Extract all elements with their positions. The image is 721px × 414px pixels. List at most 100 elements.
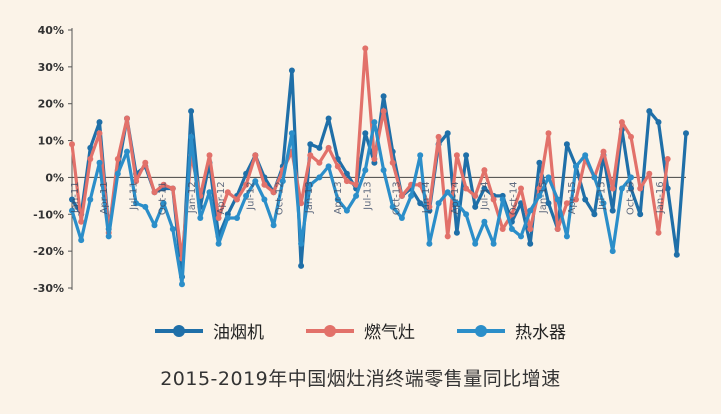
x-tick-label: Oct-15 bbox=[626, 181, 637, 215]
data-point bbox=[69, 141, 75, 148]
data-point bbox=[206, 152, 213, 159]
data-point bbox=[444, 189, 451, 196]
legend-item-gas-stove: 燃气灶 bbox=[306, 318, 415, 343]
series-water-heater bbox=[69, 119, 634, 288]
data-point bbox=[472, 192, 479, 199]
data-point bbox=[96, 119, 103, 126]
data-point bbox=[380, 93, 387, 100]
data-point bbox=[96, 159, 103, 166]
data-point bbox=[444, 233, 451, 240]
x-tick-label: Oct-13 bbox=[392, 181, 403, 215]
data-point bbox=[463, 185, 470, 192]
data-point bbox=[215, 240, 222, 247]
legend-item-water-heater: 热水器 bbox=[457, 318, 566, 343]
chart-title: 2015-2019年中国烟灶消终端零售量同比增速 bbox=[160, 368, 561, 390]
y-tick-label: 10% bbox=[38, 135, 64, 148]
data-point bbox=[234, 215, 240, 221]
data-point bbox=[169, 185, 176, 192]
data-point bbox=[288, 130, 295, 137]
data-point bbox=[389, 203, 396, 210]
data-point bbox=[508, 226, 515, 232]
data-point bbox=[563, 141, 570, 148]
x-tick-label: Oct-12 bbox=[275, 181, 286, 215]
x-tick-label: Jul-13 bbox=[362, 181, 373, 210]
data-point bbox=[472, 203, 479, 210]
data-point bbox=[133, 178, 140, 185]
data-point bbox=[609, 185, 616, 192]
data-point bbox=[142, 159, 149, 166]
data-point bbox=[609, 248, 616, 255]
data-point bbox=[307, 152, 314, 159]
y-tick-label: -20% bbox=[33, 245, 64, 258]
data-point bbox=[628, 185, 634, 192]
data-point bbox=[664, 185, 671, 192]
data-point bbox=[554, 226, 561, 232]
data-point bbox=[307, 141, 314, 148]
chart-legend: 油烟机 燃气灶 热水器 bbox=[0, 318, 721, 343]
x-tick-label: Jan-12 bbox=[187, 181, 198, 214]
data-point bbox=[87, 196, 94, 203]
legend-swatch-gas-stove bbox=[306, 324, 354, 338]
data-point bbox=[234, 196, 240, 203]
data-point bbox=[600, 148, 607, 155]
y-tick-label: -10% bbox=[33, 208, 64, 221]
data-point bbox=[637, 211, 644, 218]
data-point bbox=[618, 185, 625, 192]
data-point bbox=[371, 119, 378, 126]
data-point bbox=[398, 192, 405, 199]
data-point bbox=[655, 119, 662, 126]
data-point bbox=[179, 281, 185, 288]
data-point bbox=[78, 218, 85, 225]
data-point bbox=[637, 185, 644, 192]
data-point bbox=[353, 181, 360, 188]
data-point bbox=[582, 196, 589, 203]
data-point bbox=[453, 200, 460, 207]
data-point bbox=[114, 156, 121, 162]
y-tick-label: 0% bbox=[45, 171, 64, 184]
data-point bbox=[298, 240, 305, 247]
data-point bbox=[160, 181, 167, 188]
data-point bbox=[169, 226, 176, 232]
data-point bbox=[87, 156, 94, 162]
data-point bbox=[362, 45, 369, 52]
data-point bbox=[343, 178, 350, 185]
data-point bbox=[499, 196, 506, 203]
data-point bbox=[389, 159, 396, 166]
data-point bbox=[664, 156, 671, 162]
data-point bbox=[316, 159, 323, 166]
x-tick-label: Apr-15 bbox=[567, 181, 578, 214]
x-tick-label: Apr-13 bbox=[333, 181, 344, 214]
legend-item-range-hood: 油烟机 bbox=[155, 318, 264, 343]
series-layer bbox=[69, 45, 689, 288]
data-point bbox=[527, 240, 534, 247]
x-tick-label: Jul-14 bbox=[479, 181, 490, 210]
data-point bbox=[362, 130, 369, 137]
data-point bbox=[380, 167, 387, 174]
data-point bbox=[133, 200, 140, 207]
x-tick-label: Apr-11 bbox=[99, 181, 110, 214]
data-point bbox=[417, 200, 424, 207]
x-tick-label: Jul-12 bbox=[245, 181, 256, 210]
data-point bbox=[252, 178, 259, 185]
data-point bbox=[224, 215, 231, 221]
data-point bbox=[353, 192, 360, 199]
data-point bbox=[573, 163, 579, 170]
data-point bbox=[298, 262, 305, 269]
data-point bbox=[435, 200, 442, 207]
data-point bbox=[325, 163, 332, 170]
x-axis: Jan-11 Apr-11 Jul-11 Oct-11 Jan-12 Apr-12 Jul-… bbox=[70, 181, 666, 215]
data-point bbox=[646, 170, 653, 177]
data-point bbox=[554, 196, 561, 203]
data-point bbox=[362, 167, 369, 174]
data-point bbox=[563, 200, 570, 207]
data-point bbox=[435, 133, 442, 140]
data-point bbox=[325, 115, 332, 122]
data-point bbox=[628, 133, 634, 140]
data-point bbox=[243, 181, 250, 188]
legend-label-gas-stove: 燃气灶 bbox=[364, 323, 415, 343]
data-point bbox=[444, 130, 451, 137]
data-point bbox=[508, 211, 515, 218]
data-point bbox=[188, 133, 195, 140]
data-point bbox=[78, 237, 85, 244]
